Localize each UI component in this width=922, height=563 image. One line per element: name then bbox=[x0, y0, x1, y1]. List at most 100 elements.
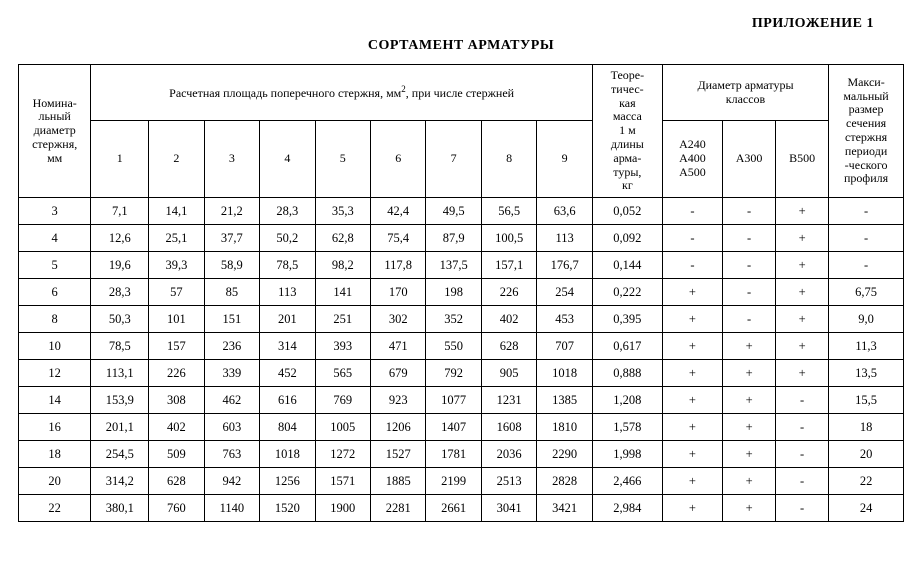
table-row: 519,639,358,978,598,2117,8137,5157,1176,… bbox=[19, 252, 904, 279]
cell-class-a300: - bbox=[723, 225, 776, 252]
cell-class-a300: + bbox=[723, 360, 776, 387]
cell-area-n2: 157 bbox=[149, 333, 204, 360]
cell-area-n7: 550 bbox=[426, 333, 481, 360]
cell-class-a: + bbox=[662, 468, 722, 495]
cell-area-n2: 308 bbox=[149, 387, 204, 414]
cell-area-n8: 1231 bbox=[481, 387, 536, 414]
cell-area-n9: 176,7 bbox=[537, 252, 593, 279]
cell-max-size: 9,0 bbox=[829, 306, 904, 333]
cell-area-n6: 1527 bbox=[371, 441, 426, 468]
table-row: 20314,26289421256157118852199251328282,4… bbox=[19, 468, 904, 495]
cell-diameter: 14 bbox=[19, 387, 91, 414]
cell-area-n5: 251 bbox=[315, 306, 370, 333]
cell-area-n4: 616 bbox=[260, 387, 315, 414]
cell-class-a: + bbox=[662, 441, 722, 468]
table-row: 22380,176011401520190022812661304134212,… bbox=[19, 495, 904, 522]
cell-area-n3: 85 bbox=[204, 279, 259, 306]
cell-area-n3: 1140 bbox=[204, 495, 259, 522]
col-n9: 9 bbox=[537, 121, 593, 198]
cell-area-n7: 87,9 bbox=[426, 225, 481, 252]
cell-area-n6: 42,4 bbox=[371, 198, 426, 225]
cell-area-n1: 78,5 bbox=[91, 333, 149, 360]
cell-area-n2: 14,1 bbox=[149, 198, 204, 225]
cell-area-n8: 402 bbox=[481, 306, 536, 333]
cell-mass: 0,222 bbox=[592, 279, 662, 306]
table-body: 37,114,121,228,335,342,449,556,563,60,05… bbox=[19, 198, 904, 522]
appendix-label: ПРИЛОЖЕНИЕ 1 bbox=[18, 16, 874, 32]
cell-area-n5: 35,3 bbox=[315, 198, 370, 225]
cell-class-b500: + bbox=[776, 306, 829, 333]
cell-area-n9: 2828 bbox=[537, 468, 593, 495]
cell-area-n7: 1781 bbox=[426, 441, 481, 468]
cell-area-n8: 628 bbox=[481, 333, 536, 360]
cell-area-n4: 314 bbox=[260, 333, 315, 360]
cell-area-n3: 151 bbox=[204, 306, 259, 333]
cell-area-n5: 62,8 bbox=[315, 225, 370, 252]
col-n1: 1 bbox=[91, 121, 149, 198]
cell-area-n8: 2036 bbox=[481, 441, 536, 468]
cell-class-a: + bbox=[662, 495, 722, 522]
cell-class-a300: - bbox=[723, 306, 776, 333]
cell-area-n5: 769 bbox=[315, 387, 370, 414]
cell-class-b500: + bbox=[776, 279, 829, 306]
cell-mass: 1,208 bbox=[592, 387, 662, 414]
cell-mass: 0,052 bbox=[592, 198, 662, 225]
cell-area-n9: 1810 bbox=[537, 414, 593, 441]
cell-mass: 0,144 bbox=[592, 252, 662, 279]
cell-area-n1: 28,3 bbox=[91, 279, 149, 306]
cell-class-b500: + bbox=[776, 198, 829, 225]
cell-max-size: - bbox=[829, 252, 904, 279]
cell-class-a: + bbox=[662, 360, 722, 387]
cell-area-n8: 905 bbox=[481, 360, 536, 387]
cell-area-n1: 19,6 bbox=[91, 252, 149, 279]
col-n5: 5 bbox=[315, 121, 370, 198]
cell-area-n6: 117,8 bbox=[371, 252, 426, 279]
table-row: 412,625,137,750,262,875,487,9100,51130,0… bbox=[19, 225, 904, 252]
cell-area-n6: 471 bbox=[371, 333, 426, 360]
cell-area-n3: 942 bbox=[204, 468, 259, 495]
cell-max-size: 15,5 bbox=[829, 387, 904, 414]
cell-area-n2: 628 bbox=[149, 468, 204, 495]
table-row: 628,357851131411701982262540,222+-+6,75 bbox=[19, 279, 904, 306]
table-row: 18254,55097631018127215271781203622901,9… bbox=[19, 441, 904, 468]
cell-area-n3: 339 bbox=[204, 360, 259, 387]
cell-area-n9: 3421 bbox=[537, 495, 593, 522]
cell-class-a: + bbox=[662, 306, 722, 333]
cell-area-n4: 1520 bbox=[260, 495, 315, 522]
cell-area-n1: 12,6 bbox=[91, 225, 149, 252]
cell-area-n8: 1608 bbox=[481, 414, 536, 441]
cell-mass: 0,395 bbox=[592, 306, 662, 333]
cell-area-n2: 509 bbox=[149, 441, 204, 468]
cell-area-n8: 56,5 bbox=[481, 198, 536, 225]
col-n2: 2 bbox=[149, 121, 204, 198]
col-class-a240-a400-a500: А240А400А500 bbox=[662, 121, 722, 198]
cell-mass: 2,466 bbox=[592, 468, 662, 495]
cell-diameter: 18 bbox=[19, 441, 91, 468]
cell-class-a: + bbox=[662, 387, 722, 414]
cell-area-n6: 75,4 bbox=[371, 225, 426, 252]
cell-class-a300: - bbox=[723, 252, 776, 279]
cell-area-n3: 37,7 bbox=[204, 225, 259, 252]
table-row: 14153,93084626167699231077123113851,208+… bbox=[19, 387, 904, 414]
cell-area-n2: 101 bbox=[149, 306, 204, 333]
cell-area-n2: 57 bbox=[149, 279, 204, 306]
col-n7: 7 bbox=[426, 121, 481, 198]
cell-class-a: + bbox=[662, 414, 722, 441]
cell-class-b500: - bbox=[776, 414, 829, 441]
cell-area-n4: 28,3 bbox=[260, 198, 315, 225]
cell-diameter: 20 bbox=[19, 468, 91, 495]
cell-area-n9: 2290 bbox=[537, 441, 593, 468]
cell-diameter: 12 bbox=[19, 360, 91, 387]
cell-mass: 0,092 bbox=[592, 225, 662, 252]
table-row: 37,114,121,228,335,342,449,556,563,60,05… bbox=[19, 198, 904, 225]
cell-class-b500: + bbox=[776, 252, 829, 279]
cell-area-n7: 198 bbox=[426, 279, 481, 306]
cell-diameter: 10 bbox=[19, 333, 91, 360]
cell-class-a300: + bbox=[723, 333, 776, 360]
cell-area-n2: 39,3 bbox=[149, 252, 204, 279]
cell-area-n3: 462 bbox=[204, 387, 259, 414]
col-n8: 8 bbox=[481, 121, 536, 198]
col-class-a300: А300 bbox=[723, 121, 776, 198]
cell-area-n1: 113,1 bbox=[91, 360, 149, 387]
table-row: 850,31011512012513023524024530,395+-+9,0 bbox=[19, 306, 904, 333]
